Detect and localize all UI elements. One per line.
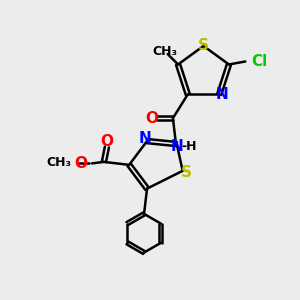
Text: S: S [198,38,209,53]
Text: N: N [138,131,151,146]
Text: Cl: Cl [251,54,268,69]
Text: CH₃: CH₃ [152,45,177,58]
Text: O: O [146,111,159,126]
Text: S: S [181,165,192,180]
Text: CH₃: CH₃ [46,156,71,169]
Text: O: O [100,134,113,148]
Text: N: N [171,139,184,154]
Text: O: O [75,156,88,171]
Text: -H: -H [182,140,197,153]
Text: N: N [216,87,229,102]
